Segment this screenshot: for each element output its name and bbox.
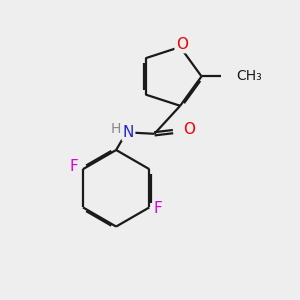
Text: O: O [176,37,188,52]
Text: H: H [111,122,121,136]
Text: F: F [70,159,79,174]
Text: O: O [183,122,195,137]
Text: CH₃: CH₃ [236,69,262,83]
Text: F: F [154,201,163,216]
Text: N: N [123,125,134,140]
